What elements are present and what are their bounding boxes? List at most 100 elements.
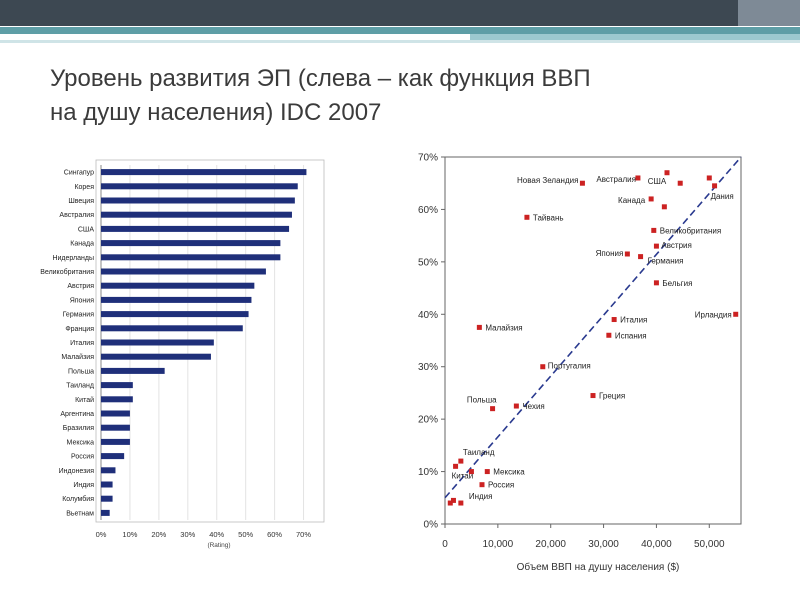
bar [101, 282, 255, 289]
scatter-x-tick-label: 20,000 [535, 539, 566, 550]
scatter-point [458, 458, 464, 464]
bar-x-tick-label: 40% [209, 530, 224, 539]
bar-category-label: Италия [70, 340, 94, 347]
scatter-y-tick-label: 20% [418, 415, 438, 426]
scatter-x-tick-label: 10,000 [483, 539, 514, 550]
bar-category-label: Швеция [68, 198, 94, 205]
scatter-point [677, 180, 683, 186]
bar [101, 453, 125, 460]
bar-category-label: Сингапур [64, 170, 94, 177]
scatter-point [579, 180, 585, 186]
scatter-point-label: Индия [469, 492, 493, 501]
bar-category-label: Великобритания [40, 268, 94, 276]
bar-category-label: Колумбия [62, 495, 94, 503]
bar [101, 183, 298, 190]
scatter-y-tick-label: 40% [418, 310, 438, 321]
bar-x-tick-label: 0% [96, 530, 107, 539]
scatter-point [590, 393, 596, 399]
scatter-point-label: Германия [648, 257, 684, 266]
bar [101, 211, 292, 218]
scatter-trendline [444, 156, 742, 499]
scatter-point [540, 364, 546, 370]
bar-category-label: Франция [65, 326, 94, 333]
scatter-point-label: Австралия [596, 175, 636, 184]
scatter-point-label: Испания [615, 331, 647, 340]
bar-category-label: Австралия [59, 212, 94, 219]
scatter-y-tick-label: 0% [424, 520, 439, 531]
bar [101, 268, 266, 275]
scatter-y-tick-label: 30% [418, 362, 438, 373]
scatter-point [453, 463, 459, 469]
scatter-point-label: США [648, 177, 667, 186]
scatter-point [651, 227, 657, 233]
bar [101, 169, 307, 176]
bar-x-axis-label: (Rating) [207, 542, 230, 549]
bar [101, 382, 133, 389]
bar [101, 509, 110, 516]
bar-x-tick-label: 70% [296, 530, 311, 539]
bar-category-label: Япония [70, 297, 95, 304]
scatter-point-label: Греция [599, 392, 625, 401]
bar [101, 353, 211, 360]
bar [101, 424, 130, 431]
bar-category-label: Бразилия [63, 425, 94, 432]
scatter-point [468, 469, 474, 475]
scatter-point [611, 317, 617, 323]
header-stripe-light [470, 34, 800, 40]
scatter-point [458, 500, 464, 506]
scatter-point [733, 311, 739, 317]
scatter-point [524, 214, 530, 220]
scatter-point-label: Италия [620, 316, 647, 325]
scatter-point [624, 251, 630, 257]
scatter-point-label: Ирландия [695, 310, 732, 319]
scatter-point [635, 175, 641, 181]
scatter-x-tick-label: 0 [442, 539, 448, 550]
bar [101, 410, 130, 417]
scatter-point [479, 482, 485, 488]
top-bar-accent [738, 0, 800, 26]
bar-category-label: Китай [75, 396, 94, 404]
bar [101, 311, 249, 318]
bar-category-label: Канада [70, 241, 94, 248]
scatter-point-label: Таиланд [463, 448, 495, 457]
scatter-y-tick-label: 10% [418, 467, 438, 478]
slide-title-line2: на душу населения) IDC 2007 [50, 99, 382, 126]
scatter-point-label: Чехия [522, 402, 544, 411]
scatter-x-tick-label: 50,000 [694, 539, 725, 550]
bar-x-tick-label: 20% [151, 530, 166, 539]
bar-category-label: Таиланд [66, 383, 94, 390]
bar [101, 339, 214, 346]
scatter-point [661, 204, 667, 210]
bar [101, 225, 290, 232]
scatter-x-axis-label: Объем ВВП на душу населения ($) [517, 561, 680, 573]
bar [101, 197, 295, 204]
bar [101, 254, 281, 261]
scatter-point-label: Китай [452, 471, 474, 480]
scatter-point [606, 332, 612, 338]
scatter-point-label: Россия [488, 481, 514, 490]
scatter-point-label: Португалия [548, 362, 591, 371]
scatter-point [712, 183, 718, 189]
scatter-point [653, 280, 659, 286]
scatter-point-label: Новая Зеландия [517, 176, 578, 185]
scatter-point [706, 175, 712, 181]
bar [101, 325, 243, 332]
bar-x-tick-label: 10% [122, 530, 137, 539]
scatter-y-tick-label: 50% [418, 257, 438, 268]
scatter-point [638, 254, 644, 260]
bar-category-label: Индонезия [59, 468, 95, 475]
top-bar [0, 0, 800, 26]
scatter-point-label: Великобритания [660, 226, 721, 235]
scatter-point [447, 500, 453, 506]
bar-x-tick-label: 60% [267, 530, 282, 539]
scatter-point-label: Австрия [661, 241, 691, 250]
bar-category-label: Россия [71, 454, 94, 461]
scatter-point [664, 170, 670, 176]
scatter-plot-frame [444, 156, 742, 525]
bar-category-label: Мексика [67, 439, 95, 446]
bar-category-label: Германия [63, 312, 95, 319]
scatter-point-label: Тайвань [533, 213, 564, 222]
bar [101, 438, 130, 445]
scatter-x-tick-label: 30,000 [588, 539, 619, 550]
